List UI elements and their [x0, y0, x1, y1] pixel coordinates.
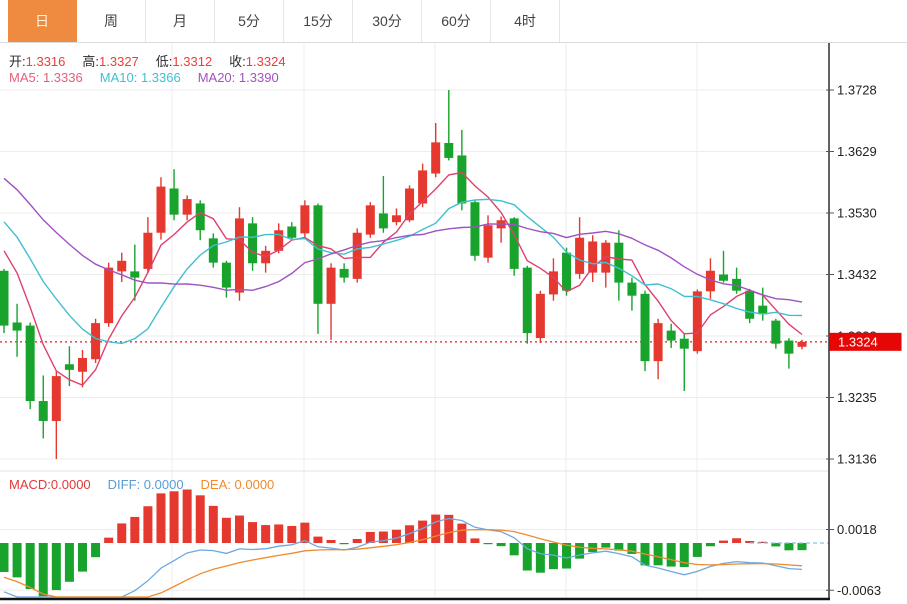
tab-60min[interactable]: 60分	[422, 0, 491, 42]
diff-readout: DIFF: 0.0000	[108, 477, 184, 492]
diff-value: 0.0000	[143, 477, 184, 492]
dea-readout: DEA: 0.0000	[201, 477, 275, 492]
ma20-label: MA20:	[197, 70, 236, 85]
dea-value: 0.0000	[234, 477, 275, 492]
ma-readout: MA5: 1.3336 MA10: 1.3366 MA20: 1.3390	[9, 70, 279, 85]
timeframe-tabs: 日 周 月 5分 15分 30分 60分 4时	[0, 0, 907, 43]
svg-text:1.3629: 1.3629	[837, 144, 877, 159]
ma5-line	[3, 171, 803, 387]
diff-line	[3, 517, 803, 598]
svg-text:1.3530: 1.3530	[837, 206, 877, 221]
tab-month[interactable]: 月	[146, 0, 215, 42]
ma5-label: MA5:	[9, 70, 40, 85]
ma10-label: MA10:	[99, 70, 138, 85]
ohlc-readout: 开:1.3316 高:1.3327 低:1.3312 收:1.3324	[9, 51, 286, 70]
ma20-line	[3, 177, 803, 303]
low-readout: 低:1.3312	[156, 51, 212, 70]
tab-week[interactable]: 周	[77, 0, 146, 42]
macd-label: MACD:	[9, 477, 51, 492]
tab-4hour[interactable]: 4时	[491, 0, 560, 42]
svg-text:1.3136: 1.3136	[837, 452, 877, 467]
svg-text:1.3235: 1.3235	[837, 390, 877, 405]
dea-label: DEA:	[200, 477, 231, 492]
ma5-readout: MA5: 1.3336	[9, 70, 83, 85]
close-label: 收:	[229, 54, 246, 69]
svg-text:1.3324: 1.3324	[838, 334, 878, 349]
high-value: 1.3327	[99, 54, 139, 69]
tab-30min[interactable]: 30分	[353, 0, 422, 42]
tab-day[interactable]: 日	[8, 0, 77, 42]
tab-5min[interactable]: 5分	[215, 0, 284, 42]
high-label: 高:	[82, 54, 100, 69]
ma20-value: 1.3390	[238, 70, 279, 85]
macd-value-readout: MACD:0.0000	[9, 477, 91, 492]
open-value: 1.3316	[25, 54, 66, 69]
open-readout: 开:1.3316	[9, 51, 65, 70]
grid-layer	[0, 43, 828, 599]
ma5-value: 1.3336	[42, 70, 83, 85]
last-price-tag: 1.3324	[829, 332, 902, 351]
dea-line	[3, 528, 803, 598]
svg-text:0.0018: 0.0018	[837, 522, 877, 537]
open-label: 开:	[9, 54, 26, 69]
svg-text:-0.0063: -0.0063	[837, 583, 881, 598]
macd-readout: MACD:0.0000 DIFF: 0.0000 DEA: 0.0000	[9, 477, 274, 492]
diff-label: DIFF:	[107, 477, 141, 492]
svg-text:1.3728: 1.3728	[837, 83, 877, 98]
svg-text:1.3432: 1.3432	[837, 267, 877, 282]
tab-15min[interactable]: 15分	[284, 0, 353, 42]
ma20-readout: MA20: 1.3390	[198, 70, 279, 85]
close-readout: 收:1.3324	[229, 51, 285, 70]
low-value: 1.3312	[172, 54, 213, 69]
ma-lines-layer	[3, 171, 803, 387]
ma10-line	[3, 198, 803, 345]
macd-value: 0.0000	[50, 477, 91, 492]
close-value: 1.3324	[245, 54, 286, 69]
low-label: 低:	[155, 54, 173, 69]
axis-layer: 1.37281.36291.35301.34321.33331.32351.31…	[0, 43, 881, 601]
high-readout: 高:1.3327	[82, 51, 138, 70]
ma10-readout: MA10: 1.3366	[100, 70, 181, 85]
macd-layer	[0, 489, 829, 598]
ma10-value: 1.3366	[140, 70, 181, 85]
